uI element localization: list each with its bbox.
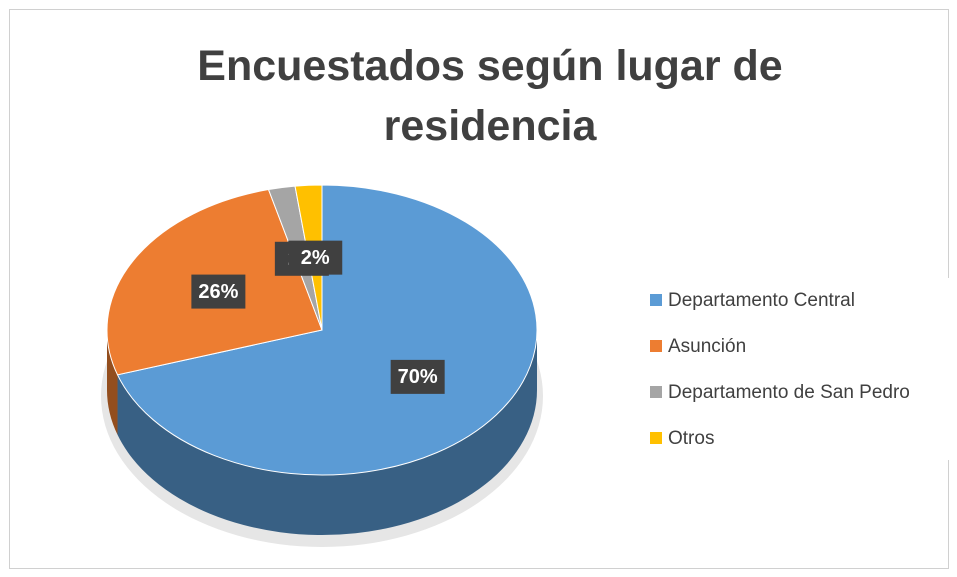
data-label: 70% (390, 359, 445, 394)
legend-label: Asunción (668, 336, 746, 357)
data-label: 2% (288, 240, 343, 275)
data-label-box (191, 274, 246, 309)
legend-label: Departamento de San Pedro (668, 382, 910, 403)
data-label-text: 26% (198, 281, 238, 303)
data-label-text: 70% (398, 366, 438, 388)
pie-side (107, 330, 118, 435)
data-label-box (390, 359, 445, 394)
pie-slice (116, 184, 538, 476)
data-label-box (288, 240, 343, 275)
legend-label: Departamento Central (668, 290, 855, 311)
legend-swatch (650, 340, 662, 352)
legend-swatch (650, 432, 662, 444)
data-label-text: 2% (301, 247, 330, 269)
pie-side (117, 330, 537, 535)
chart-title: Encuestados según lugar de residencia (197, 42, 783, 150)
legend-swatch (650, 294, 662, 306)
legend-box (635, 278, 957, 460)
legend-label: Otros (668, 428, 714, 449)
data-label: 26% (191, 274, 246, 309)
legend-swatch (650, 386, 662, 398)
